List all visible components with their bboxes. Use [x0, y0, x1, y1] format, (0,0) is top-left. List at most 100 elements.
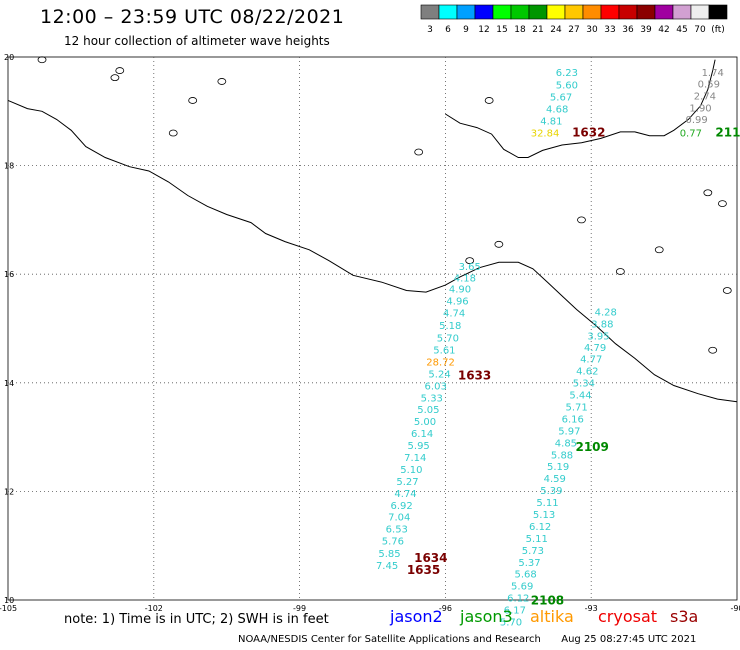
longitude-tick-label: -96 [439, 604, 452, 613]
pass-time-label: 1633 [458, 369, 491, 383]
island-outline [37, 56, 47, 64]
colorbar-label: 18 [514, 25, 526, 35]
wave-height-reading: 5.05 [417, 405, 439, 416]
wave-height-reading: 5.34 [573, 379, 595, 390]
colorbar-label: 45 [676, 25, 687, 35]
satellite-legend-jason3: jason3 [460, 607, 513, 626]
wave-height-reading: 1.74 [702, 68, 724, 79]
wave-height-reading: 32.84 [531, 128, 560, 139]
wave-height-reading: 4.62 [576, 367, 598, 378]
wave-height-reading: 5.69 [511, 582, 533, 593]
wave-height-reading: 1.90 [689, 103, 711, 114]
island-outline [217, 78, 227, 85]
colorbar-label: 3 [427, 25, 433, 35]
colorbar-label: (ft) [711, 25, 725, 35]
wave-height-reading: 4.28 [595, 307, 617, 318]
track-gulf-ne: 1.740.592.741.900.99 0.77 [680, 68, 724, 139]
wave-height-reading: 5.33 [421, 393, 443, 404]
wave-height-reading: 5.11 [526, 534, 548, 545]
footer-source: NOAA/NESDIS Center for Satellite Applica… [238, 634, 541, 645]
wave-height-reading: 6.12 [507, 594, 529, 605]
colorbar-label: 15 [496, 25, 507, 35]
wave-height-reading: 6.92 [391, 501, 413, 512]
latitude-tick-label: 14 [4, 379, 14, 388]
wave-height-reading: 4.59 [544, 474, 566, 485]
wave-height-reading: 0.99 [686, 115, 708, 126]
longitude-tick-label: -90 [730, 604, 740, 613]
wave-height-reading: 5.67 [550, 92, 572, 103]
wave-height-reading: 7.45 [376, 561, 398, 572]
island-outline [115, 67, 125, 74]
island-outline [168, 129, 178, 137]
satellite-legend-jason2: jason2 [390, 607, 443, 626]
wave-height-reading: 5.11 [536, 498, 558, 509]
wave-height-reading: 2.74 [694, 91, 716, 102]
longitude-tick-label: -105 [0, 604, 17, 613]
wave-height-reading: 4.85 [555, 438, 577, 449]
colorbar-label: 27 [568, 25, 579, 35]
wave-height-reading: 3.88 [591, 319, 613, 330]
wave-height-reading: 5.76 [382, 537, 404, 548]
island-outline [703, 189, 713, 197]
wave-height-reading: 6.23 [556, 68, 578, 79]
wave-height-reading: 3.95 [587, 331, 609, 342]
wave-height-reading: 5.44 [569, 391, 591, 402]
latitude-tick-label: 12 [4, 487, 14, 496]
wave-height-reading: 0.77 [680, 128, 702, 139]
island-outline [414, 148, 424, 156]
satellite-legend-s3a: s3a [670, 607, 699, 626]
wave-height-reading: 5.97 [558, 426, 580, 437]
colorbar-label: 21 [532, 25, 543, 35]
colorbar-label: 24 [550, 25, 562, 35]
wave-height-reading: 5.73 [522, 546, 544, 557]
wave-height-reading: 3.65 [459, 262, 481, 273]
wave-height-reading: 4.90 [449, 285, 471, 296]
coastline-pacific [7, 99, 738, 403]
colorbar-legend: 3 6 9 12 15 18 21 24 27 30 33 36 39 42 45 70 (ft) [420, 4, 728, 35]
wave-height-reading: 6.17 [504, 606, 526, 617]
latitude-tick-label: 10 [4, 596, 14, 605]
footer-credit: NOAA/NESDIS Center for Satellite Applica… [238, 634, 696, 645]
wave-height-reading: 4.74 [443, 309, 465, 320]
map-title: 12:00 – 23:59 UTC 08/22/2021 [40, 6, 345, 28]
island-outline [465, 257, 475, 265]
pass-time-label: 1635 [407, 563, 440, 577]
wave-height-reading: 7.04 [388, 513, 410, 524]
longitude-tick-label: -93 [585, 604, 598, 613]
wave-height-reading: 5.27 [396, 477, 418, 488]
wave-height-reading: 5.19 [547, 462, 569, 473]
wave-height-reading: 6.12 [529, 522, 551, 533]
longitude-tick-label: -102 [145, 604, 163, 613]
colorbar-swatch [708, 4, 728, 20]
colorbar-label: 42 [658, 25, 669, 35]
satellite-legend-cryosat: cryosat [598, 607, 658, 626]
wave-height-reading: 5.37 [518, 558, 540, 569]
wave-height-reading: 7.14 [404, 453, 426, 464]
island-outline [577, 216, 586, 224]
colorbar-label: 36 [622, 25, 634, 35]
footer-timestamp: Aug 25 08:27:45 UTC 2021 [561, 634, 697, 645]
latitude-tick-label: 18 [4, 162, 14, 171]
wave-height-reading: 5.60 [556, 80, 578, 91]
wave-height-reading: 6.16 [562, 414, 584, 425]
wave-height-reading: 4.68 [546, 104, 568, 115]
wave-height-reading: 5.13 [533, 510, 555, 521]
wave-height-reading: 5.70 [437, 334, 459, 345]
wave-height-reading: 5.85 [378, 549, 400, 560]
wave-height-reading: 5.18 [439, 321, 461, 332]
colorbar-label: 70 [694, 25, 706, 35]
wave-height-reading: 5.24 [428, 369, 450, 380]
island-outline [494, 240, 504, 248]
island-outline [708, 346, 718, 354]
map-frame [7, 56, 738, 601]
wave-height-reading: 4.79 [584, 343, 606, 354]
island-outline [722, 287, 732, 294]
colorbar-label: 33 [604, 25, 615, 35]
wave-height-reading: 5.88 [551, 450, 573, 461]
island-outline [615, 268, 625, 275]
pass-time-label: 1632 [572, 125, 605, 139]
